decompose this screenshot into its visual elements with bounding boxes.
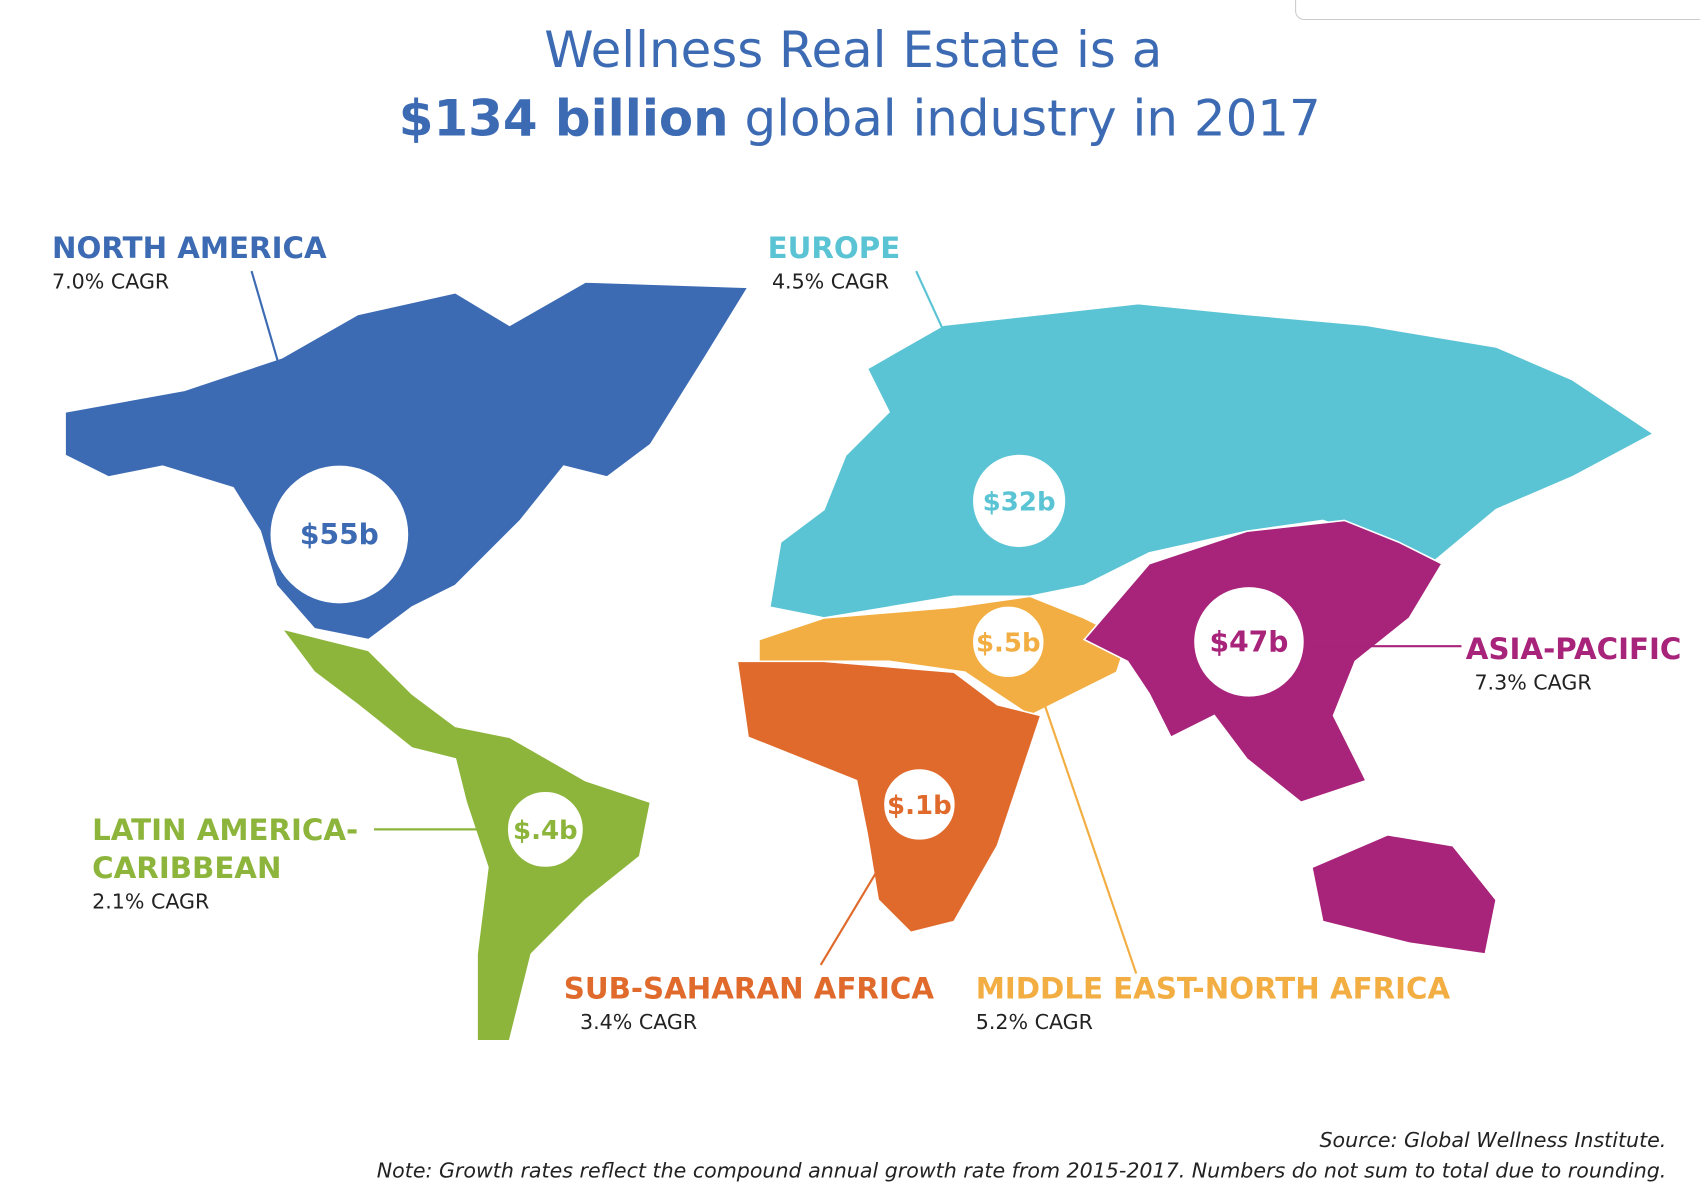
value-bubble <box>504 788 587 871</box>
value-label: $.4b <box>513 816 578 846</box>
value-bubble <box>1190 583 1307 700</box>
value-bubble <box>267 462 412 607</box>
leader-line <box>250 270 311 469</box>
value-label: $.1b <box>887 791 952 821</box>
value-label: $32b <box>983 488 1056 518</box>
north-america-shape <box>64 281 750 641</box>
value-bubble <box>969 603 1047 681</box>
region-cagr: 7.0% CAGR <box>52 269 169 293</box>
region-name: CARIBBEAN <box>92 851 281 885</box>
title-bold: $134 billion <box>399 90 729 148</box>
region-name: SUB-SAHARAN AFRICA <box>564 972 935 1006</box>
region-cagr: 4.5% CAGR <box>772 269 889 293</box>
region-name: MIDDLE EAST-NORTH AFRICA <box>976 972 1451 1006</box>
title-rest: global industry in 2017 <box>745 90 1321 148</box>
australia-shape <box>1310 833 1498 955</box>
leader-line <box>819 839 897 966</box>
region-cagr: 7.3% CAGR <box>1474 671 1591 695</box>
leader-line <box>915 270 1001 454</box>
value-bubble <box>969 451 1069 551</box>
leader-line <box>1034 677 1138 974</box>
popup-edge <box>1295 0 1700 21</box>
value-label: $55b <box>300 518 379 551</box>
region-name: NORTH AMERICA <box>52 231 327 265</box>
region-name: ASIA-PACIFIC <box>1466 632 1682 666</box>
title-line1: Wellness Real Estate is a <box>544 21 1162 79</box>
title-line2: $134 billion global industry in 2017 <box>399 90 1321 148</box>
region-cagr: 3.4% CAGR <box>580 1010 697 1034</box>
region-labels: $55b NORTH AMERICA 7.0% CAGR $32b EUROPE 4.5%… <box>52 231 1681 1034</box>
value-label: $47b <box>1209 626 1288 659</box>
region-cagr: 2.1% CAGR <box>92 890 209 914</box>
source: Source: Global Wellness Institute. <box>1319 1128 1666 1152</box>
region-name: EUROPE <box>768 231 901 265</box>
region-cagr: 5.2% CAGR <box>976 1010 1093 1034</box>
value-bubble <box>880 765 958 843</box>
region-name: LATIN AMERICA- <box>92 813 358 847</box>
value-label: $.5b <box>976 629 1041 659</box>
note: Note: Growth rates reflect the compound … <box>377 1158 1667 1182</box>
world-map <box>64 281 1655 1042</box>
